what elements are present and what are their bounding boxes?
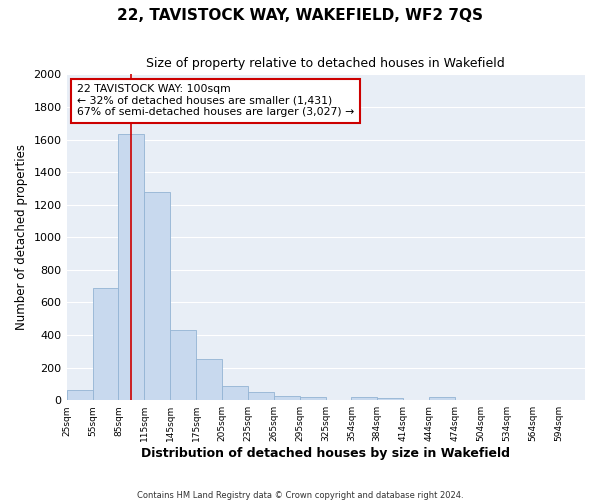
Bar [92,288,118,400]
Text: 22, TAVISTOCK WAY, WAKEFIELD, WF2 7QS: 22, TAVISTOCK WAY, WAKEFIELD, WF2 7QS [117,8,483,22]
Bar [274,396,300,400]
Bar [170,330,196,400]
Text: Contains HM Land Registry data © Crown copyright and database right 2024.: Contains HM Land Registry data © Crown c… [137,490,463,500]
Title: Size of property relative to detached houses in Wakefield: Size of property relative to detached ho… [146,58,505,70]
Bar [377,398,403,400]
Bar [429,397,455,400]
Y-axis label: Number of detached properties: Number of detached properties [15,144,28,330]
Text: 22 TAVISTOCK WAY: 100sqm
← 32% of detached houses are smaller (1,431)
67% of sem: 22 TAVISTOCK WAY: 100sqm ← 32% of detach… [77,84,354,117]
Bar [145,192,170,400]
Bar [196,358,223,400]
Bar [300,397,326,400]
X-axis label: Distribution of detached houses by size in Wakefield: Distribution of detached houses by size … [141,447,510,460]
Bar [118,134,145,400]
Bar [248,392,274,400]
Bar [67,390,92,400]
Bar [223,386,248,400]
Bar [352,397,377,400]
